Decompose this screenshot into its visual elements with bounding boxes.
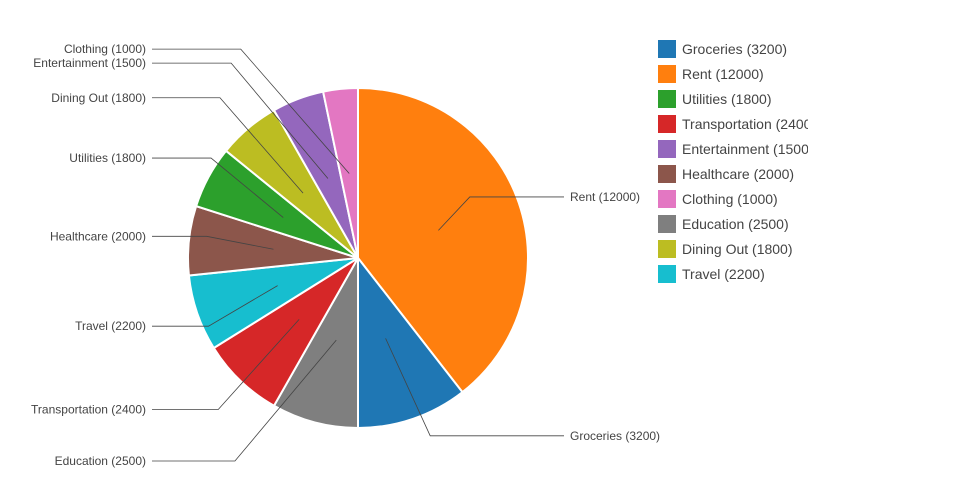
slice-label-education: Education (2500) xyxy=(55,454,146,468)
legend-label: Utilities (1800) xyxy=(682,90,772,107)
slice-labels: Rent (12000) Groceries (3200) Education (2… xyxy=(31,42,660,468)
legend-swatch xyxy=(658,164,676,183)
legend-label: Transportation (2400) xyxy=(682,115,808,132)
pie-slice-rent xyxy=(357,86,529,394)
legend-swatch xyxy=(658,189,676,208)
pie-slice-clothing xyxy=(321,86,359,259)
pie-slice-groceries xyxy=(357,255,464,430)
legend-label: Education (2500) xyxy=(682,215,789,232)
legend-swatch xyxy=(658,39,676,58)
legend-label: Groceries (3200) xyxy=(682,40,788,57)
leader-line-healthcare xyxy=(152,235,274,250)
leader-lines xyxy=(152,48,564,462)
legend-label: Clothing (1000) xyxy=(682,190,778,207)
leader-line-travel xyxy=(152,285,278,327)
legend-item-transportation[interactable]: Transportation (2400) xyxy=(658,111,808,136)
legend-swatch xyxy=(658,114,676,133)
legend-item-utilities[interactable]: Utilities (1800) xyxy=(658,86,808,111)
legend-swatch xyxy=(658,264,676,283)
legend-swatch xyxy=(658,214,676,233)
leader-line-education xyxy=(152,339,337,462)
pie-slice-education xyxy=(272,254,359,430)
slice-label-travel: Travel (2200) xyxy=(75,319,146,333)
legend-swatch xyxy=(658,64,676,83)
legend-swatch xyxy=(658,239,676,258)
slice-label-dining-out: Dining Out (1800) xyxy=(51,91,146,105)
leader-line-rent xyxy=(438,196,564,231)
leader-line-groceries xyxy=(385,338,564,437)
legend-item-healthcare[interactable]: Healthcare (2000) xyxy=(658,161,808,186)
leader-line-utilities xyxy=(152,157,284,218)
legend-label: Healthcare (2000) xyxy=(682,165,795,182)
slice-label-rent: Rent (12000) xyxy=(570,190,640,204)
slice-label-healthcare: Healthcare (2000) xyxy=(50,229,146,243)
slice-label-utilities: Utilities (1800) xyxy=(69,151,146,165)
leader-line-entertainment xyxy=(152,62,329,179)
leader-line-clothing xyxy=(152,48,350,174)
legend-swatch xyxy=(658,139,676,158)
pie-slices xyxy=(187,86,529,430)
slice-label-groceries: Groceries (3200) xyxy=(570,429,660,443)
leader-line-dining-out xyxy=(152,97,304,194)
legend-label: Dining Out (1800) xyxy=(682,240,793,257)
legend-item-education[interactable]: Education (2500) xyxy=(658,211,808,236)
leader-line-transportation xyxy=(152,319,300,410)
legend-item-entertainment[interactable]: Entertainment (1500) xyxy=(658,136,808,161)
chart-legend: Groceries (3200) Rent (12000) Utilities (1… xyxy=(658,36,808,286)
slice-label-transportation: Transportation (2400) xyxy=(31,403,146,417)
legend-swatch xyxy=(658,89,676,108)
legend-item-dining-out[interactable]: Dining Out (1800) xyxy=(658,236,808,261)
legend-item-travel[interactable]: Travel (2200) xyxy=(658,261,808,286)
legend-label: Rent (12000) xyxy=(682,65,764,82)
legend-item-clothing[interactable]: Clothing (1000) xyxy=(658,186,808,211)
legend-item-rent[interactable]: Rent (12000) xyxy=(658,61,808,86)
legend-item-groceries[interactable]: Groceries (3200) xyxy=(658,36,808,61)
legend-label: Travel (2200) xyxy=(682,265,765,282)
slice-label-clothing: Clothing (1000) xyxy=(64,42,146,56)
slice-label-entertainment: Entertainment (1500) xyxy=(33,56,146,70)
legend-label: Entertainment (1500) xyxy=(682,140,808,157)
